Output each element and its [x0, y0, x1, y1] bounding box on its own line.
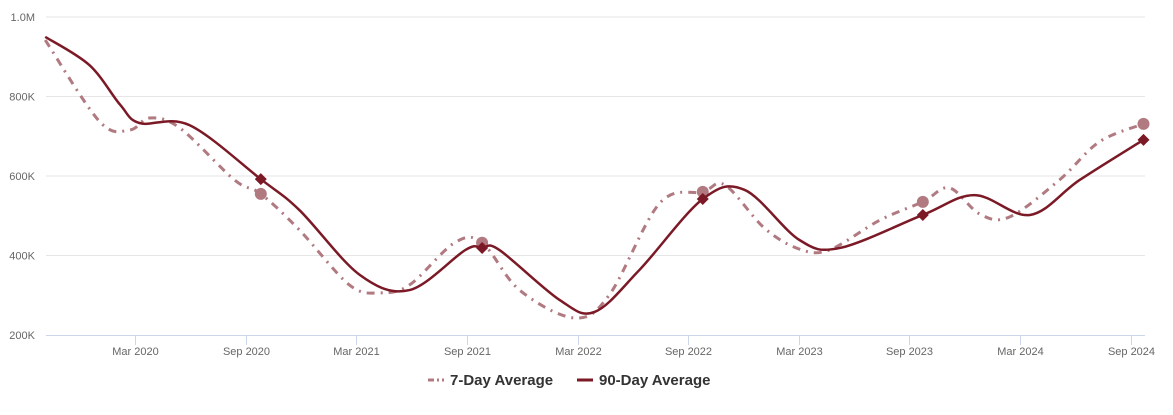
- x-tick-label: Mar 2022: [555, 346, 601, 358]
- y-tick-label: 400K: [9, 251, 35, 263]
- x-tick-label: Mar 2020: [112, 346, 158, 358]
- data-point-marker: [916, 208, 929, 221]
- series-line-7-day: [43, 39, 1145, 320]
- x-tick-label: Mar 2023: [776, 346, 822, 358]
- data-point-marker: [1137, 133, 1150, 146]
- series-lines: [43, 35, 1150, 320]
- data-point-marker: [254, 173, 267, 186]
- x-tick-label: Sep 2022: [665, 346, 712, 358]
- x-tick-label: Sep 2021: [444, 346, 491, 358]
- data-point-marker: [916, 195, 929, 208]
- x-tick-label: Mar 2021: [333, 346, 379, 358]
- x-tick-label: Sep 2024: [1108, 346, 1155, 358]
- gridlines: [46, 16, 1145, 256]
- legend-label: 7-Day Average: [450, 372, 553, 389]
- y-tick-label: 200K: [9, 330, 35, 342]
- y-tick-label: 600K: [9, 171, 35, 183]
- series-line-90-day: [44, 35, 1145, 315]
- x-tick-label: Sep 2020: [223, 346, 270, 358]
- y-tick-label: 800K: [9, 92, 35, 104]
- data-point-marker: [696, 193, 709, 206]
- x-tick-label: Sep 2023: [886, 346, 933, 358]
- data-point-marker: [696, 185, 709, 198]
- y-tick-label: 1.0M: [11, 12, 35, 24]
- data-point-marker: [254, 187, 267, 200]
- x-axis: Mar 2020 Sep 2020 Mar 2021 Sep 2021 Mar 2022…: [46, 335, 1155, 358]
- legend[interactable]: 7-Day Average 90-Day Average: [428, 372, 710, 389]
- data-point-marker: [476, 241, 489, 254]
- legend-label: 90-Day Average: [599, 372, 710, 389]
- x-tick-label: Mar 2024: [997, 346, 1043, 358]
- y-axis: 200K 400K 600K 800K 1.0M: [9, 12, 35, 342]
- data-point-marker: [1137, 117, 1150, 130]
